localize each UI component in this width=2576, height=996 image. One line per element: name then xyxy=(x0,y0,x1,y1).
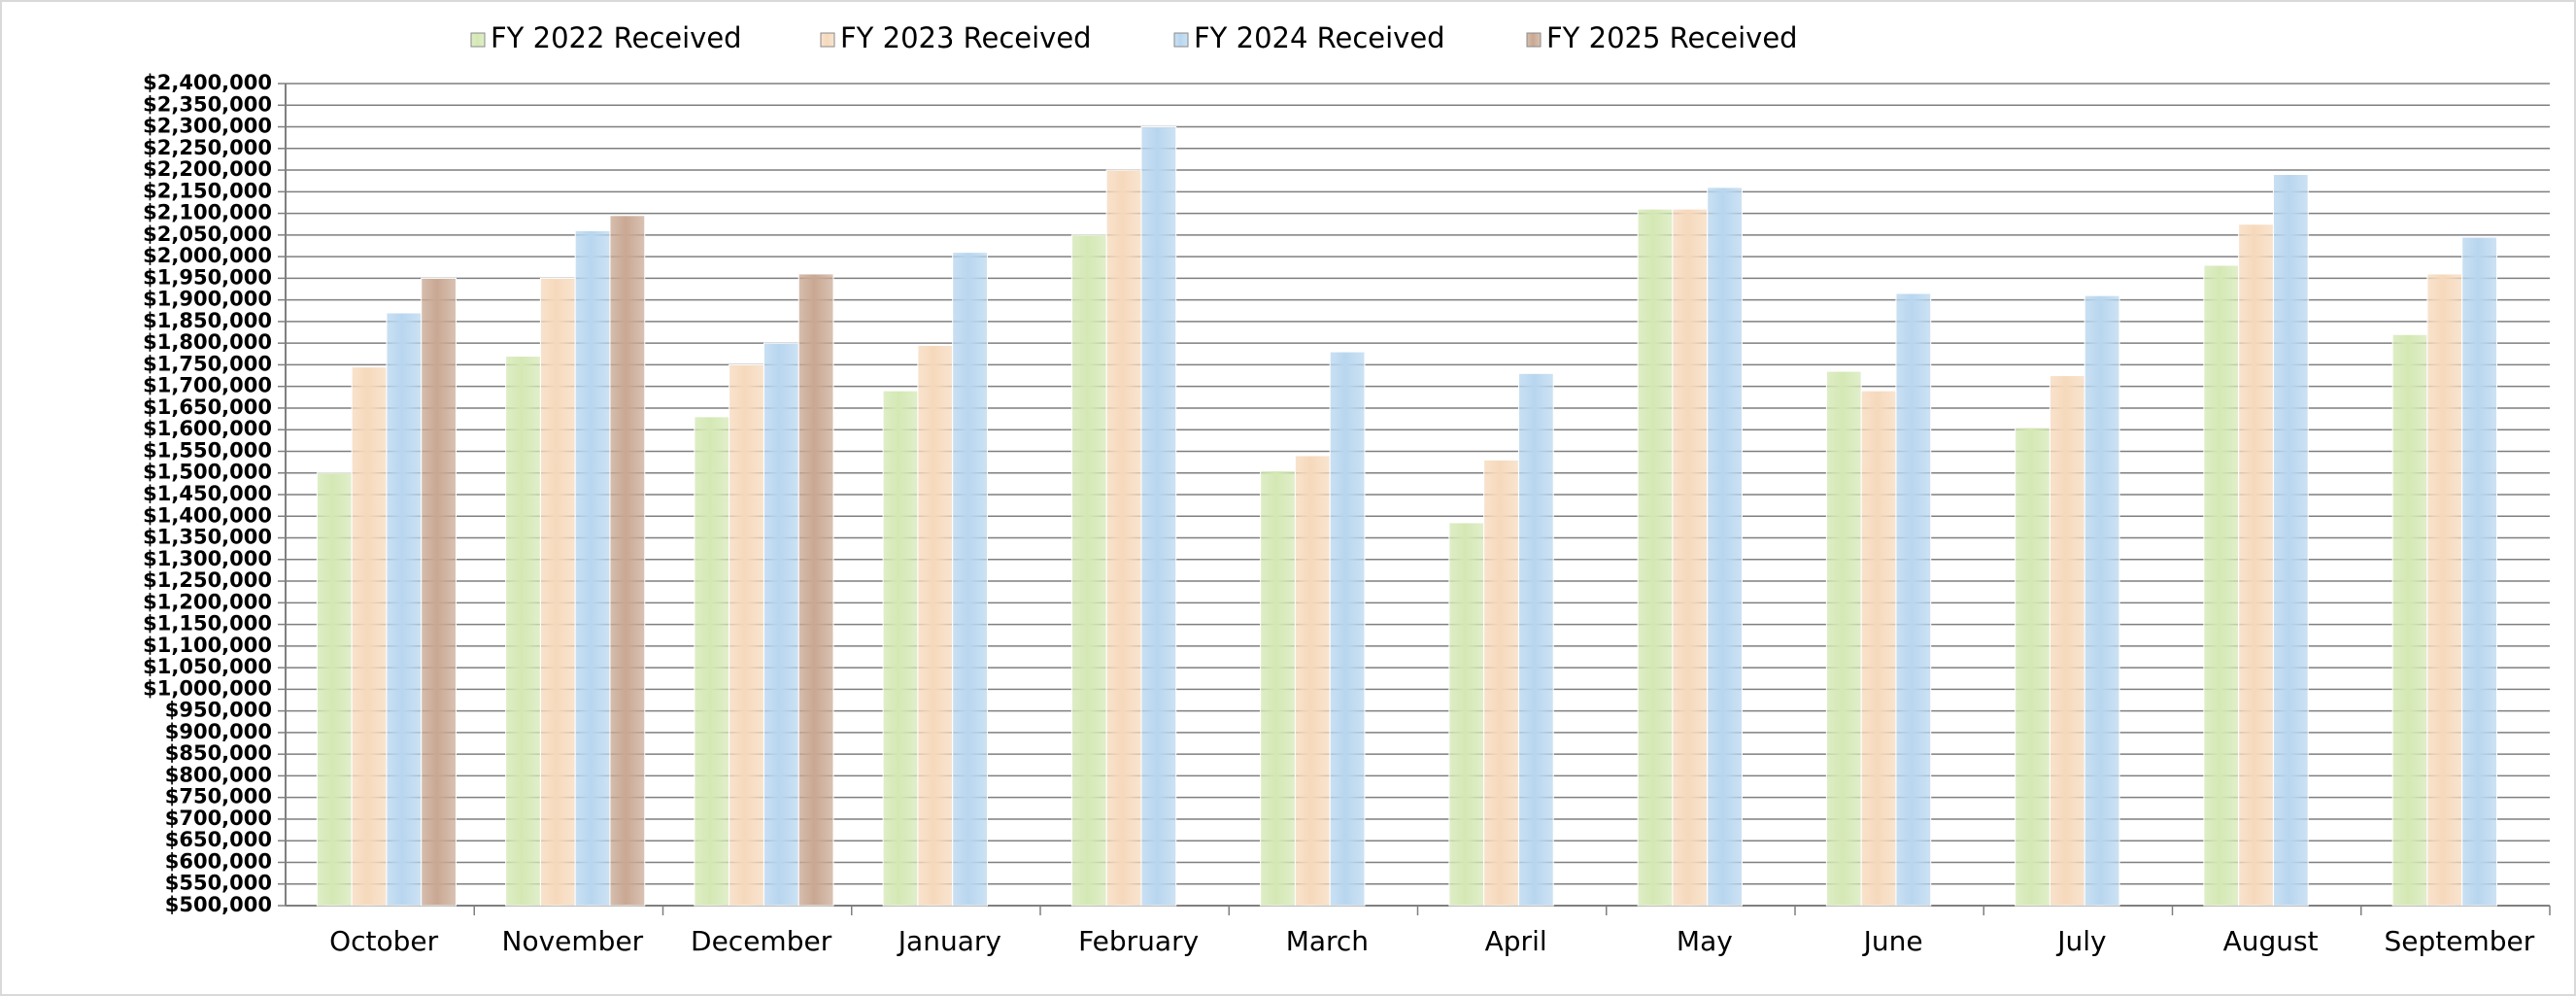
bar xyxy=(1294,455,1331,907)
y-tick-label: $550,000 xyxy=(165,872,272,895)
y-tick-label: $1,800,000 xyxy=(143,330,272,354)
legend-swatch xyxy=(820,32,835,48)
bar xyxy=(1637,208,1674,907)
y-tick-label: $700,000 xyxy=(165,807,272,830)
y-tick-label: $1,500,000 xyxy=(143,461,272,484)
x-tick-label: January xyxy=(897,925,1001,957)
bar xyxy=(882,390,919,907)
x-tick-label: June xyxy=(1862,925,1923,957)
bar xyxy=(1707,187,1743,907)
bar xyxy=(2391,333,2428,907)
y-tick-label: $1,900,000 xyxy=(143,288,272,311)
bar xyxy=(1895,292,1932,907)
bar xyxy=(1260,470,1296,907)
y-tick-label: $650,000 xyxy=(165,828,272,851)
y-tick-label: $1,700,000 xyxy=(143,374,272,397)
x-tick-label: September xyxy=(2384,925,2534,957)
y-tick-label: $1,550,000 xyxy=(143,438,272,462)
bar xyxy=(1517,372,1554,907)
y-tick-label: $2,350,000 xyxy=(143,92,272,116)
bar xyxy=(2461,236,2497,907)
bar xyxy=(797,273,834,907)
y-tick-label: $1,250,000 xyxy=(143,568,272,592)
bar xyxy=(2426,273,2463,907)
bar xyxy=(1448,522,1485,907)
y-tick-label: $600,000 xyxy=(165,849,272,873)
y-tick-label: $850,000 xyxy=(165,741,272,765)
bar xyxy=(1825,370,1862,907)
y-tick-label: $2,250,000 xyxy=(143,136,272,159)
y-tick-label: $1,950,000 xyxy=(143,265,272,289)
bar xyxy=(952,252,988,907)
y-tick-label: $900,000 xyxy=(165,720,272,743)
y-tick-label: $1,000,000 xyxy=(143,676,272,700)
legend-label: FY 2023 Received xyxy=(840,21,1092,54)
bar xyxy=(763,342,799,907)
bar xyxy=(2272,174,2309,907)
bar xyxy=(1329,351,1366,907)
legend-label: FY 2024 Received xyxy=(1194,21,1445,54)
bar xyxy=(386,312,423,907)
y-tick-label: $1,100,000 xyxy=(143,634,272,657)
x-tick-label: October xyxy=(329,925,439,957)
bar xyxy=(421,277,458,907)
y-tick-label: $1,450,000 xyxy=(143,482,272,505)
x-tick-label: April xyxy=(1485,925,1547,957)
y-tick-label: $2,300,000 xyxy=(143,115,272,138)
bar xyxy=(1140,126,1177,907)
y-tick-label: $1,150,000 xyxy=(143,612,272,635)
y-tick-label: $800,000 xyxy=(165,763,272,786)
y-tick-label: $1,300,000 xyxy=(143,547,272,570)
bar xyxy=(609,215,646,907)
y-tick-label: $2,100,000 xyxy=(143,201,272,224)
y-tick-label: $2,050,000 xyxy=(143,223,272,246)
legend-label: FY 2025 Received xyxy=(1546,21,1798,54)
x-tick-label: May xyxy=(1677,925,1733,957)
y-tick-label: $2,400,000 xyxy=(143,71,272,94)
y-tick-label: $2,150,000 xyxy=(143,179,272,202)
y-tick-label: $500,000 xyxy=(165,893,272,916)
bar xyxy=(1483,459,1519,907)
bar xyxy=(505,356,541,907)
bar xyxy=(539,277,576,907)
bar xyxy=(1105,169,1142,907)
y-tick-label: $1,850,000 xyxy=(143,309,272,332)
bar xyxy=(694,416,730,907)
y-tick-label: $1,200,000 xyxy=(143,590,272,613)
bar xyxy=(574,229,611,907)
bar xyxy=(351,366,388,907)
bar xyxy=(2203,264,2240,907)
y-tick-label: $950,000 xyxy=(165,699,272,722)
bar xyxy=(2049,375,2085,907)
y-tick-label: $1,650,000 xyxy=(143,395,272,419)
legend-label: FY 2022 Received xyxy=(491,21,742,54)
y-tick-label: $1,750,000 xyxy=(143,352,272,375)
legend-swatch xyxy=(1173,32,1189,48)
bar xyxy=(729,363,764,907)
legend-swatch xyxy=(470,32,486,48)
x-tick-label: July xyxy=(2055,925,2106,957)
bar xyxy=(1672,208,1709,907)
x-tick-label: August xyxy=(2223,925,2319,957)
y-tick-label: $1,350,000 xyxy=(143,526,272,549)
bar xyxy=(917,344,954,907)
y-tick-label: $750,000 xyxy=(165,785,272,808)
legend-swatch xyxy=(1526,32,1542,48)
y-tick-label: $1,600,000 xyxy=(143,417,272,440)
bar xyxy=(1860,390,1897,907)
x-tick-label: November xyxy=(502,925,644,957)
bar xyxy=(1070,234,1107,907)
y-tick-label: $2,000,000 xyxy=(143,244,272,267)
x-tick-label: March xyxy=(1286,925,1369,957)
y-tick-label: $2,200,000 xyxy=(143,157,272,181)
bar xyxy=(316,472,353,907)
x-tick-label: December xyxy=(691,925,832,957)
bar xyxy=(2015,427,2051,907)
y-tick-label: $1,400,000 xyxy=(143,503,272,527)
bar xyxy=(2238,223,2274,907)
bar xyxy=(2084,294,2120,907)
x-tick-label: February xyxy=(1078,925,1199,957)
y-tick-label: $1,050,000 xyxy=(143,655,272,678)
